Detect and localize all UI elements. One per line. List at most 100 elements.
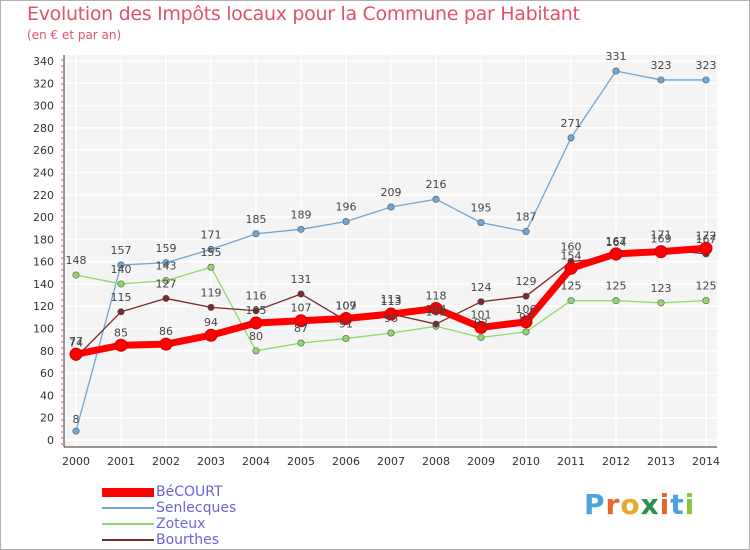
data-point [297,225,305,233]
y-tick-label: 200 [33,211,54,224]
data-point [567,297,575,305]
x-tick-label: 2000 [62,455,90,468]
data-point [117,261,125,269]
data-label: 101 [471,308,492,321]
data-label: 155 [201,246,222,259]
data-label: 107 [336,300,357,313]
data-point [519,315,533,329]
chart-title: Evolution des Impôts locaux pour la Comm… [27,3,580,25]
data-point [702,297,710,305]
data-label: 77 [69,335,83,348]
y-tick-label: 240 [33,166,54,179]
chart-legend: BéCOURT Senlecques Zoteux Bourthes [102,484,322,548]
data-label: 331 [606,50,627,63]
data-label: 187 [516,211,537,224]
logo-letter: i [659,488,671,521]
x-tick-label: 2004 [242,455,270,468]
data-label: 92 [474,316,488,329]
data-label: 87 [294,322,308,335]
data-point [699,241,713,255]
data-label: 106 [516,303,537,316]
logo-letter: P [584,488,606,521]
y-tick-label: 180 [33,233,54,246]
legend-swatch [102,523,154,525]
y-tick-label: 320 [33,77,54,90]
data-label: 189 [291,208,312,221]
data-label: 323 [651,59,672,72]
legend-swatch [102,507,154,509]
data-label: 169 [651,233,672,246]
data-label: 164 [606,236,627,249]
chart-subtitle: (en € et par an) [27,28,122,42]
data-label: 171 [201,228,222,241]
legend-label: Bourthes [156,532,220,548]
data-point [657,299,665,307]
legend-item-bécourt: BéCOURT [102,484,322,500]
data-label: 209 [381,186,402,199]
data-label: 118 [426,289,447,302]
data-label: 125 [561,280,582,293]
data-label: 167 [606,235,627,248]
data-point [564,261,578,275]
data-point [342,335,350,343]
data-label: 85 [114,326,128,339]
data-point [477,298,485,306]
data-point [297,290,305,298]
data-label: 148 [66,254,87,267]
data-point [249,316,263,330]
y-tick-label: 160 [33,256,54,269]
data-point [522,228,530,236]
data-label: 91 [339,318,353,331]
data-point [384,307,398,321]
data-point [342,218,350,226]
data-label: 123 [651,282,672,295]
data-point [432,195,440,203]
x-tick-label: 2002 [152,455,180,468]
data-point [162,277,170,285]
logo-letter: r [605,488,621,521]
data-point [117,308,125,316]
data-point [429,301,443,315]
data-point [567,134,575,142]
x-tick-label: 2005 [287,455,315,468]
data-label: 113 [381,295,402,308]
data-point [612,297,620,305]
x-tick-label: 2006 [332,455,360,468]
data-point [204,328,218,342]
data-point [387,203,395,211]
x-tick-label: 2011 [557,455,585,468]
data-label: 96 [384,312,398,325]
data-point [702,76,710,84]
y-tick-label: 60 [40,367,54,380]
data-point [159,337,173,351]
y-tick-label: 280 [33,122,54,135]
data-label: 119 [201,286,222,299]
data-point [609,247,623,261]
data-label: 124 [471,281,492,294]
data-label: 160 [561,241,582,254]
proxiti-logo: Proxiti [584,488,695,521]
data-label: 116 [246,290,267,303]
data-label: 125 [606,280,627,293]
data-point [432,320,440,328]
data-label: 94 [204,316,218,329]
data-label: 323 [696,59,717,72]
data-point [297,339,305,347]
data-point [657,76,665,84]
data-label: 167 [696,233,717,246]
data-label: 8 [73,413,80,426]
data-point [207,245,215,253]
data-point [294,314,308,328]
data-label: 185 [246,213,267,226]
data-label: 113 [381,293,402,306]
data-point [654,245,668,259]
logo-letter: i [684,488,696,521]
x-tick-label: 2003 [197,455,225,468]
y-tick-label: 100 [33,323,54,336]
data-point [252,230,260,238]
data-label: 127 [156,277,177,290]
data-label: 157 [111,244,132,257]
data-label: 172 [696,229,717,242]
data-label: 131 [291,273,312,286]
